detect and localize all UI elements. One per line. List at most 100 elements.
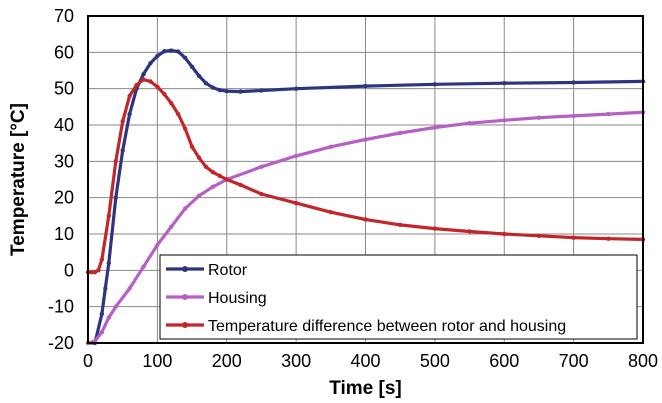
x-tick-label: 800 [628, 351, 658, 371]
data-point [432, 125, 438, 130]
data-point [162, 49, 167, 54]
data-point [210, 85, 216, 90]
data-point [134, 82, 139, 88]
data-point [606, 111, 611, 117]
data-point [217, 173, 223, 179]
data-point [293, 200, 299, 206]
data-point [203, 164, 209, 169]
data-point [127, 286, 132, 291]
data-point [113, 304, 118, 309]
data-point [238, 182, 243, 188]
x-tick-label: 0 [83, 351, 93, 371]
data-point [182, 206, 188, 211]
data-point [127, 111, 132, 117]
data-point [155, 84, 160, 90]
series-line-1 [86, 48, 645, 345]
data-point [182, 126, 188, 131]
data-point [106, 213, 112, 219]
legend-label: Temperature difference between rotor and… [208, 318, 566, 335]
data-point [536, 233, 542, 239]
y-tick-label: 10 [54, 224, 74, 244]
data-point [175, 111, 181, 117]
legend-label: Rotor [208, 262, 248, 279]
y-axis-label: Temperature [°C] [8, 103, 29, 256]
y-tick-label: 30 [54, 151, 74, 171]
data-point [196, 155, 202, 160]
data-point [224, 89, 229, 94]
data-point [106, 315, 112, 320]
legend: Rotor Housing Temperature difference betwe… [159, 254, 638, 340]
y-tick-label: 50 [54, 79, 74, 99]
data-point [120, 148, 125, 153]
data-point [363, 137, 368, 142]
legend-marker [182, 294, 188, 300]
data-point [328, 144, 334, 149]
data-point [103, 286, 108, 291]
data-point [141, 77, 146, 82]
legend-label: Housing [208, 290, 267, 307]
y-tick-label: -10 [48, 297, 74, 317]
data-point [148, 61, 153, 66]
data-point [259, 88, 264, 93]
data-point [89, 269, 94, 275]
data-point [92, 269, 98, 275]
data-point [210, 184, 216, 189]
tick-labels: 0 100 200 300 400 500 600 700 800 -20 -10 0 10 20 30 40… [48, 6, 658, 371]
data-point [259, 191, 264, 197]
data-point [189, 64, 195, 70]
legend-box [159, 254, 638, 340]
series-lines [85, 48, 646, 346]
data-point [502, 231, 507, 237]
data-point [606, 236, 611, 241]
y-tick-label: 60 [54, 42, 74, 62]
y-tick-label: 70 [54, 6, 74, 26]
legend-marker [182, 266, 188, 272]
x-tick-label: 500 [420, 351, 450, 371]
data-point [141, 264, 146, 269]
data-point [293, 86, 299, 91]
data-point [210, 170, 216, 175]
data-point [397, 130, 403, 136]
data-point [169, 224, 174, 229]
plot-frame [87, 15, 644, 344]
y-tick-label: -20 [48, 333, 74, 353]
x-tick-label: 600 [489, 351, 519, 371]
data-point [113, 159, 118, 164]
data-point [106, 260, 112, 266]
data-point [432, 82, 438, 87]
data-point [155, 242, 160, 248]
data-point [162, 91, 167, 97]
data-point [259, 164, 264, 169]
data-point [196, 73, 202, 79]
x-tick-label: 400 [350, 351, 380, 371]
data-point [467, 120, 472, 126]
x-tick-label: 300 [281, 351, 311, 371]
data-point [571, 235, 576, 240]
data-point [99, 329, 105, 335]
data-point [127, 93, 132, 99]
data-point [169, 101, 174, 106]
y-tick-label: 0 [64, 260, 74, 280]
x-tick-label: 700 [559, 351, 589, 371]
y-tick-label: 40 [54, 115, 74, 135]
data-point [96, 268, 101, 273]
y-tick-label: 20 [54, 188, 74, 208]
data-point [155, 53, 160, 59]
data-point [113, 195, 118, 200]
data-point [397, 222, 403, 228]
data-point [99, 311, 105, 317]
data-point [99, 257, 105, 262]
data-point [175, 49, 181, 54]
x-tick-label: 200 [212, 351, 242, 371]
data-point [536, 115, 542, 120]
data-point [467, 229, 472, 234]
data-point [238, 89, 243, 94]
data-point [141, 71, 146, 77]
legend-marker [182, 322, 188, 328]
x-axis-label: Time [s] [329, 378, 402, 399]
data-point [189, 144, 195, 149]
data-point [328, 210, 334, 215]
data-point [293, 153, 299, 159]
